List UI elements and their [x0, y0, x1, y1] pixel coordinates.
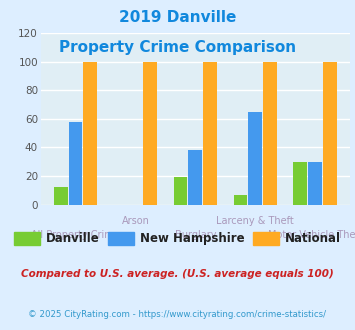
- Bar: [174, 178, 187, 205]
- Bar: [294, 162, 307, 205]
- Text: 2019 Danville: 2019 Danville: [119, 10, 236, 25]
- Bar: [308, 162, 322, 205]
- Bar: [83, 62, 97, 205]
- Bar: [234, 195, 247, 205]
- Text: Motor Vehicle Theft: Motor Vehicle Theft: [268, 230, 355, 240]
- Text: Burglary: Burglary: [175, 230, 216, 240]
- Legend: Danville, New Hampshire, National: Danville, New Hampshire, National: [10, 227, 345, 250]
- Bar: [263, 62, 277, 205]
- Bar: [143, 62, 157, 205]
- Bar: [323, 62, 337, 205]
- Text: Larceny & Theft: Larceny & Theft: [216, 216, 294, 226]
- Text: Arson: Arson: [121, 216, 149, 226]
- Bar: [203, 62, 217, 205]
- Bar: [189, 150, 202, 205]
- Text: All Property Crime: All Property Crime: [31, 230, 120, 240]
- Text: © 2025 CityRating.com - https://www.cityrating.com/crime-statistics/: © 2025 CityRating.com - https://www.city…: [28, 310, 327, 319]
- Bar: [69, 122, 82, 205]
- Text: Property Crime Comparison: Property Crime Comparison: [59, 40, 296, 54]
- Text: Compared to U.S. average. (U.S. average equals 100): Compared to U.S. average. (U.S. average …: [21, 269, 334, 279]
- Bar: [54, 187, 68, 205]
- Bar: [248, 112, 262, 205]
